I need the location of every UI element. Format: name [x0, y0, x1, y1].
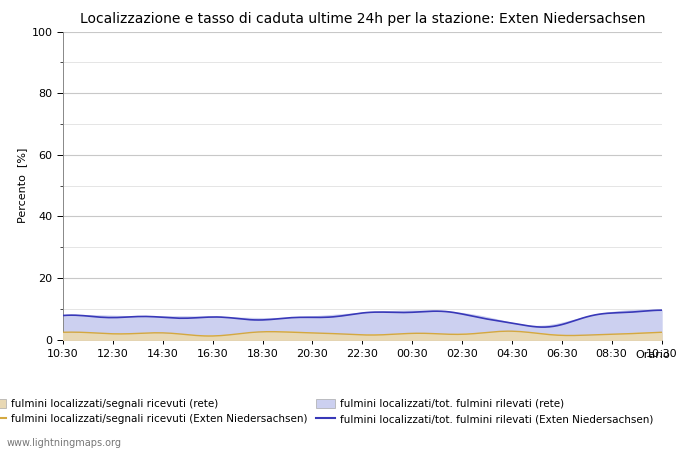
- Legend: fulmini localizzati/segnali ricevuti (rete), fulmini localizzati/segnali ricevut: fulmini localizzati/segnali ricevuti (re…: [0, 399, 653, 424]
- Title: Localizzazione e tasso di caduta ultime 24h per la stazione: Exten Niedersachsen: Localizzazione e tasso di caduta ultime …: [80, 12, 645, 26]
- Text: Orario: Orario: [636, 350, 671, 360]
- Text: www.lightningmaps.org: www.lightningmaps.org: [7, 438, 122, 448]
- Y-axis label: Percento  [%]: Percento [%]: [18, 148, 27, 223]
